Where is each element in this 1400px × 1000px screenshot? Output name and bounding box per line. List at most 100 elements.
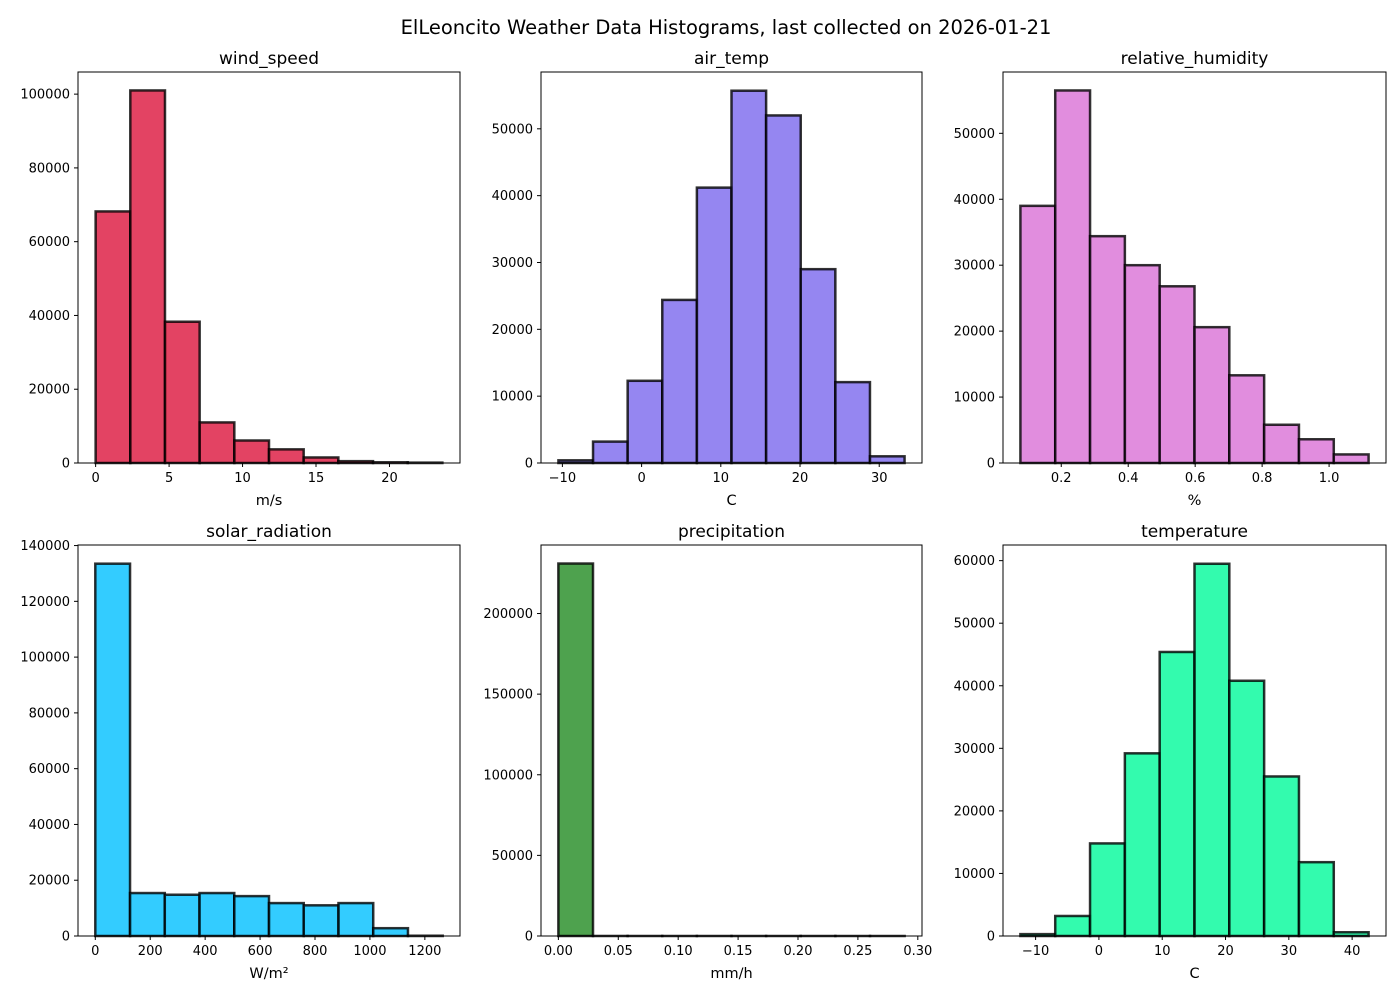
y-tick-label: 50000 (492, 122, 533, 137)
y-tick-label: 200000 (483, 607, 533, 622)
histogram-bar (868, 455, 906, 465)
histogram-bar (1053, 914, 1092, 938)
subplot-title: air_temp (694, 49, 769, 69)
y-tick-label: 40000 (954, 193, 995, 208)
x-tick-label: 0.25 (843, 944, 872, 959)
y-tick-label: 100000 (20, 651, 70, 666)
y-tick-label: 50000 (954, 617, 995, 632)
y-tick-label: 40000 (492, 189, 533, 204)
x-tick-label: 20 (381, 471, 398, 486)
x-tick-label: 0 (1095, 944, 1103, 959)
x-tick-label: 0 (637, 471, 645, 486)
histogram-bar (799, 267, 837, 465)
y-tick-label: 0 (987, 930, 995, 945)
histogram-bar (1297, 860, 1336, 938)
x-tick-label: 0.2 (1051, 471, 1072, 486)
x-axis-label: m/s (256, 493, 283, 509)
histogram-bar (233, 894, 271, 938)
histogram-bar (1262, 423, 1301, 465)
x-tick-label: 0 (91, 944, 99, 959)
x-axis-label: C (1189, 966, 1199, 982)
x-axis-label: mm/h (710, 966, 752, 982)
histogram-temperature: temperature −10 0 10 20 30 40 0 10000 20000 30000 4… (954, 522, 1387, 982)
x-tick-label: 0.05 (604, 944, 633, 959)
x-tick-label: 0.20 (784, 944, 813, 959)
axes-frame (540, 71, 923, 464)
axes-frame (1002, 544, 1387, 937)
histogram-bar (695, 186, 733, 465)
x-tick-label: −10 (1022, 944, 1049, 959)
y-tick-label: 60000 (29, 235, 70, 250)
histogram-bar (1088, 842, 1127, 938)
histogram-bar (1297, 438, 1336, 465)
x-tick-label: 10 (234, 471, 251, 486)
y-tick-label: 140000 (20, 539, 70, 554)
subplot-title: temperature (1141, 522, 1248, 542)
y-tick-label: 40000 (954, 679, 995, 694)
x-tick-label: 0.15 (724, 944, 753, 959)
y-tick-label: 0 (62, 457, 70, 472)
histogram-bar (94, 562, 132, 938)
histogram-bar (661, 298, 699, 465)
y-tick-label: 30000 (954, 742, 995, 757)
y-tick-label: 40000 (29, 818, 70, 833)
x-tick-label: 1000 (353, 944, 386, 959)
x-tick-label: 0.4 (1118, 471, 1139, 486)
y-tick-label: 20000 (29, 874, 70, 889)
histogram-bar (557, 562, 595, 938)
subplot-title: wind_speed (219, 49, 319, 69)
y-tick-label: 20000 (954, 804, 995, 819)
histogram-bar (267, 448, 305, 465)
y-tick-label: 50000 (492, 849, 533, 864)
histogram-bar (267, 901, 305, 938)
histogram-bar (302, 456, 340, 465)
y-tick-label: 60000 (29, 762, 70, 777)
histogram-bar (1019, 204, 1057, 465)
x-tick-label: 20 (1217, 944, 1234, 959)
histogram-bar (94, 210, 132, 465)
x-tick-label: 0.30 (903, 944, 932, 959)
histogram-bar (1053, 89, 1092, 465)
axes-frame (77, 71, 461, 464)
x-tick-label: 0.6 (1185, 471, 1206, 486)
y-tick-label: 150000 (483, 688, 533, 703)
histogram-bar (1228, 679, 1266, 938)
histogram-bar (198, 421, 236, 465)
y-tick-label: 120000 (20, 595, 70, 610)
histogram-bar (1228, 374, 1266, 465)
histogram-bar (163, 320, 201, 465)
y-tick-label: 20000 (29, 383, 70, 398)
x-tick-label: 10 (1154, 944, 1171, 959)
histogram-bar (764, 114, 802, 465)
histogram-bar (337, 901, 375, 938)
x-tick-label: 200 (138, 944, 163, 959)
histogram-bar (129, 89, 167, 465)
x-tick-label: 800 (303, 944, 328, 959)
x-tick-label: 1.0 (1319, 471, 1340, 486)
x-tick-label: 600 (248, 944, 273, 959)
histogram-bar (1193, 562, 1231, 938)
histogram-wind-speed: wind_speed 0 5 10 15 20 0 20000 40000 60000 80000 1… (20, 49, 461, 509)
figure-title: ElLeoncito Weather Data Histograms, last… (400, 16, 1052, 39)
y-tick-label: 20000 (954, 325, 995, 340)
histogram-bar (302, 904, 340, 938)
histogram-precipitation: precipitation 0.00 0.05 0.10 0.15 0.20 0.25 0.3… (483, 522, 932, 982)
x-tick-label: 30 (1281, 944, 1298, 959)
y-tick-label: 100000 (20, 88, 70, 103)
y-tick-label: 50000 (954, 127, 995, 142)
histogram-bar (1123, 752, 1161, 938)
axes-frame (1002, 71, 1387, 464)
x-axis-label: W/m² (249, 966, 288, 982)
histogram-bar (834, 380, 872, 465)
histogram-relative-humidity: relative_humidity 0.2 0.4 0.6 0.8 1.0 0 10000 20… (954, 49, 1387, 509)
histogram-bar (1088, 234, 1127, 465)
x-tick-label: 5 (165, 471, 173, 486)
y-tick-label: 0 (525, 930, 533, 945)
x-tick-label: 0.10 (664, 944, 693, 959)
histogram-bar (128, 891, 167, 938)
subplot-title: relative_humidity (1121, 49, 1269, 69)
x-tick-label: 30 (871, 471, 888, 486)
y-tick-label: 40000 (29, 309, 70, 324)
y-tick-label: 10000 (492, 390, 533, 405)
